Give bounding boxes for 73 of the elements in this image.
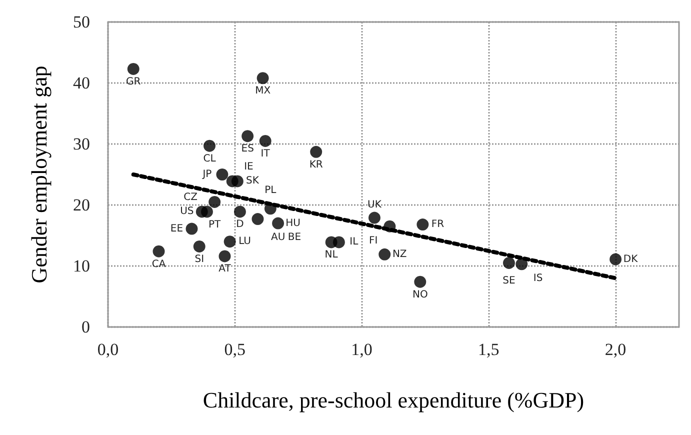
point (152, 245, 165, 258)
point (208, 196, 221, 208)
x-axis-title: Childcare, pre-school expenditure (%GDP) (202, 388, 584, 412)
point (204, 140, 216, 152)
annotation: KR (309, 159, 323, 170)
annotation: IS (533, 273, 543, 284)
annotation: DK (623, 254, 638, 265)
annotation: CA (152, 258, 166, 270)
point (378, 248, 391, 260)
point (224, 236, 236, 248)
point (193, 240, 206, 252)
y-tick-label: 10 (73, 256, 90, 276)
point (416, 218, 429, 231)
y-tick-label: 50 (73, 12, 90, 32)
annotation: CZ (184, 192, 198, 203)
point (310, 146, 322, 158)
annotation: IT (260, 148, 271, 160)
annotation: EE (170, 223, 184, 234)
annotation: SE (502, 275, 516, 286)
x-tick-label: 0,0 (97, 340, 119, 359)
point (252, 213, 264, 226)
point (216, 168, 228, 180)
annotation: UK (368, 199, 382, 210)
annotation: HU (286, 218, 300, 229)
point (272, 217, 284, 230)
x-tick-label: 1,0 (351, 340, 372, 359)
annotation: US (180, 206, 194, 218)
x-tick-label: 0,5 (224, 340, 246, 359)
point (256, 72, 269, 84)
annotation: JP (202, 169, 212, 180)
annotation: NL (324, 250, 338, 261)
annotation: SK (246, 176, 260, 187)
annotation: PT (208, 219, 222, 230)
point (384, 220, 396, 232)
point (218, 250, 231, 262)
annotation: NO (412, 289, 428, 300)
annotation: PL (264, 185, 277, 196)
y-tick-label: 30 (73, 134, 90, 154)
annotation: MX (255, 86, 271, 97)
point (414, 276, 426, 288)
y-tick-label: 20 (73, 196, 90, 214)
point (231, 175, 244, 188)
point (264, 202, 276, 215)
annotation: IL (350, 236, 359, 248)
annotation: GR (126, 76, 141, 88)
annotation: D (236, 219, 244, 230)
point (332, 236, 345, 248)
point (259, 134, 272, 147)
point (186, 222, 198, 235)
y-axis-title: Gender employment gap (26, 66, 52, 284)
annotation: SI (194, 254, 204, 265)
x-tick-label: 2,0 (604, 340, 626, 359)
annotation: FR (431, 219, 444, 230)
annotation: LU (238, 236, 252, 248)
annotation: BE (288, 232, 302, 244)
point (242, 130, 254, 142)
point (127, 62, 140, 75)
annotation: IE (244, 161, 254, 172)
annotation: ES (241, 144, 254, 155)
annotation: NZ (392, 248, 407, 260)
point (516, 258, 528, 270)
point (610, 253, 622, 266)
point (200, 206, 213, 218)
annotation: FI (368, 235, 378, 246)
point (502, 256, 515, 269)
point (234, 206, 246, 218)
annotation: AT (218, 264, 232, 275)
annotation: CL (203, 153, 216, 164)
y-tick-label: 40 (73, 74, 90, 92)
x-tick-label: 1,5 (478, 340, 500, 359)
point (368, 212, 380, 224)
annotation: AU (271, 232, 286, 243)
y-tick-label: 0 (82, 318, 90, 336)
